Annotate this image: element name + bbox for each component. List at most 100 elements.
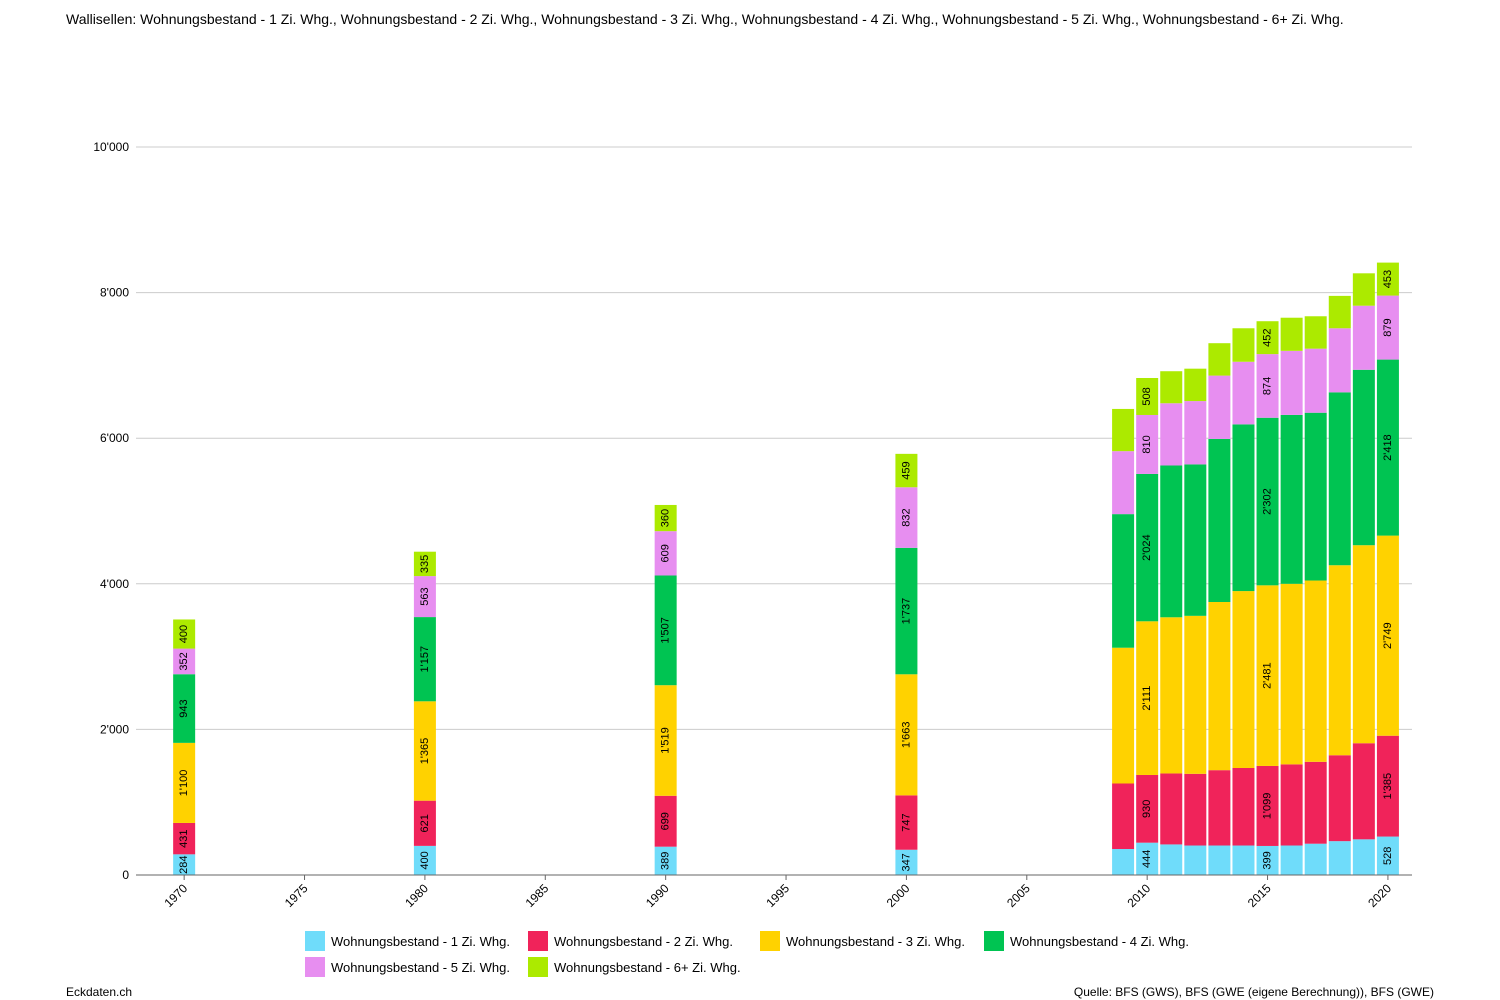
- bar-segment: [413, 551, 436, 577]
- data-label: 621: [419, 814, 431, 832]
- legend-label: Wohnungsbestand - 4 Zi. Whg.: [1010, 933, 1189, 949]
- data-label: 2'481: [1262, 662, 1274, 689]
- bar-segment: [1184, 368, 1207, 402]
- x-tick-label: 2015: [1245, 881, 1274, 910]
- bar-segment: [1136, 774, 1159, 843]
- data-label: 431: [178, 829, 190, 847]
- bar-segment: [1232, 845, 1255, 875]
- bar-segment: [1256, 354, 1279, 418]
- bar-segment: [1112, 408, 1135, 452]
- bar-segment: [1184, 845, 1207, 875]
- bar-segment: [1160, 844, 1183, 875]
- legend-swatch: [760, 931, 780, 951]
- data-label: 1'099: [1262, 793, 1274, 820]
- bar-segment: [1208, 845, 1231, 875]
- bar-segment: [173, 854, 196, 875]
- bar-segment: [1280, 317, 1303, 351]
- bar-segment: [1328, 565, 1351, 756]
- bar-segment: [654, 575, 677, 686]
- data-label: 2'024: [1141, 534, 1153, 561]
- legend-item: Wohnungsbestand - 5 Zi. Whg.: [305, 957, 510, 977]
- bar-segment: [1232, 591, 1255, 768]
- bar-segment: [413, 576, 436, 618]
- bar-segment: [1136, 377, 1159, 415]
- bar-segment: [895, 849, 918, 875]
- bar-segment: [895, 795, 918, 850]
- legend-label: Wohnungsbestand - 1 Zi. Whg.: [331, 933, 510, 949]
- bar-segment: [1112, 647, 1135, 784]
- bar-segment: [1160, 773, 1183, 845]
- data-label: 389: [660, 852, 672, 870]
- bar-segment: [1352, 545, 1375, 744]
- data-label: 930: [1141, 800, 1153, 818]
- bar-segment: [1112, 783, 1135, 850]
- data-label: 2'302: [1262, 488, 1274, 515]
- bar-segment: [1184, 773, 1207, 846]
- bar-segment: [1232, 767, 1255, 846]
- bar-segment: [1232, 328, 1255, 362]
- bar-segment: [1304, 348, 1327, 413]
- bar-segment: [1160, 465, 1183, 618]
- bar-segment: [895, 547, 918, 675]
- y-tick-label: 6'000: [100, 431, 129, 445]
- data-label: 943: [178, 699, 190, 717]
- data-label: 699: [660, 812, 672, 830]
- data-label: 810: [1141, 435, 1153, 453]
- data-label: 508: [1141, 387, 1153, 405]
- bar-segment: [1184, 464, 1207, 616]
- bar-segment: [1352, 369, 1375, 546]
- bar-segment: [1112, 451, 1135, 515]
- bar-segment: [1256, 585, 1279, 766]
- y-tick-label: 10'000: [93, 140, 129, 154]
- bar-segment: [1136, 414, 1159, 474]
- bar-segment: [1328, 328, 1351, 393]
- bar-segment: [1232, 424, 1255, 592]
- bar-segment: [1208, 438, 1231, 602]
- x-tick-label: 1970: [161, 881, 190, 910]
- bar-segment: [895, 674, 918, 796]
- footer-source: Quelle: BFS (GWS), BFS (GWE (eigene Bere…: [1073, 985, 1434, 999]
- bar-segment: [1328, 755, 1351, 842]
- bar-segment: [1328, 392, 1351, 566]
- bar-segment: [173, 619, 196, 649]
- data-label: 747: [900, 813, 912, 831]
- legend-swatch: [305, 931, 325, 951]
- legend-label: Wohnungsbestand - 5 Zi. Whg.: [331, 959, 510, 975]
- data-label: 399: [1262, 851, 1274, 869]
- x-tick-label: 1980: [402, 881, 431, 910]
- data-label: 459: [900, 461, 912, 479]
- legend-swatch: [984, 931, 1004, 951]
- y-tick-label: 0: [122, 868, 129, 882]
- bar-segment: [1280, 764, 1303, 846]
- chart-title: Wallisellen: Wohnungsbestand - 1 Zi. Whg…: [66, 11, 1344, 27]
- legend-label: Wohnungsbestand - 2 Zi. Whg.: [554, 933, 733, 949]
- bar-segment: [1280, 414, 1303, 584]
- bar-segment: [1352, 743, 1375, 840]
- data-label: 452: [1262, 328, 1274, 346]
- bar-segment: [1280, 845, 1303, 875]
- data-label: 444: [1141, 850, 1153, 868]
- data-label: 335: [419, 555, 431, 573]
- data-label: 1'385: [1382, 773, 1394, 800]
- legend-item: Wohnungsbestand - 3 Zi. Whg.: [760, 931, 965, 951]
- bar-segment: [1256, 321, 1279, 355]
- bar-segment: [654, 504, 677, 532]
- legend-swatch: [528, 957, 548, 977]
- bar-segment: [1352, 273, 1375, 306]
- bar-segment: [1304, 761, 1327, 844]
- bar-segment: [1136, 473, 1159, 622]
- bar-segment: [1352, 839, 1375, 875]
- x-tick-label: 2010: [1125, 881, 1154, 910]
- bar-segment: [1232, 361, 1255, 425]
- legend-swatch: [305, 957, 325, 977]
- bar-segment: [1112, 514, 1135, 648]
- bar-segment: [1328, 295, 1351, 329]
- bar-segment: [413, 617, 436, 702]
- legend-item: Wohnungsbestand - 6+ Zi. Whg.: [528, 957, 741, 977]
- x-tick-label: 1995: [763, 881, 792, 910]
- data-label: 874: [1262, 377, 1274, 395]
- y-tick-label: 4'000: [100, 577, 129, 591]
- data-label: 2'749: [1382, 622, 1394, 649]
- bar-segment: [654, 846, 677, 875]
